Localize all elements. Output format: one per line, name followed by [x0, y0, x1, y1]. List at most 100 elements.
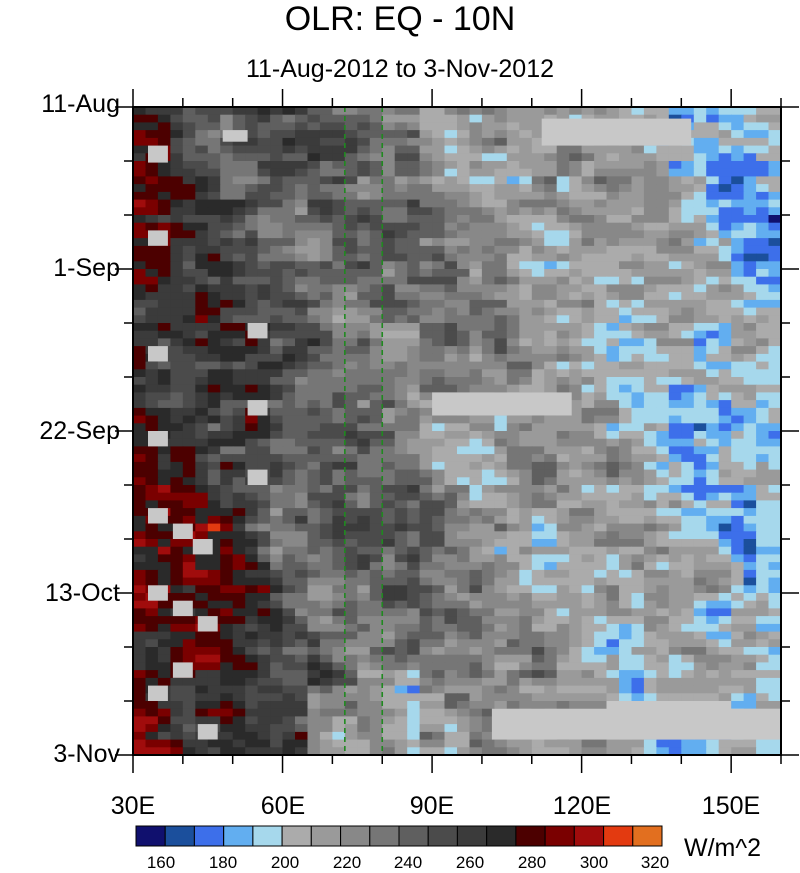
olr-cell: [382, 631, 396, 640]
olr-cell: [469, 639, 483, 648]
olr-cell: [207, 508, 221, 517]
olr-cell: [556, 299, 570, 309]
olr-cell: [295, 554, 309, 563]
olr-cell: [693, 230, 707, 239]
olr-cell: [419, 701, 433, 710]
olr-cell: [207, 107, 221, 116]
olr-cell: [631, 585, 645, 594]
olr-cell: [631, 454, 645, 463]
olr-cell: [469, 485, 483, 494]
olr-cell: [332, 647, 346, 656]
x-tick-label: 30E: [110, 792, 156, 820]
olr-cell: [668, 415, 682, 424]
olr-cell: [469, 215, 483, 224]
olr-cell: [145, 107, 159, 116]
olr-cell: [444, 176, 458, 185]
olr-cell: [394, 654, 408, 663]
olr-cell: [257, 623, 271, 633]
olr-cell: [544, 577, 558, 586]
olr-cell: [706, 161, 720, 170]
olr-cell: [506, 461, 520, 471]
olr-cell: [182, 423, 196, 432]
olr-cell: [531, 569, 545, 579]
olr-cell: [469, 708, 483, 717]
olr-cell: [444, 492, 458, 501]
olr-cell: [569, 261, 583, 270]
olr-cell: [481, 577, 495, 586]
olr-cell: [494, 469, 508, 478]
olr-cell: [693, 654, 707, 663]
olr-cell: [282, 616, 296, 625]
olr-cell: [432, 593, 446, 602]
olr-cell: [606, 338, 620, 347]
olr-cell: [656, 608, 670, 617]
olr-cell: [506, 346, 520, 355]
olr-cell: [245, 199, 259, 208]
olr-cell: [581, 639, 595, 648]
olr-cell: [731, 238, 745, 247]
olr-cell: [706, 392, 720, 401]
olr-cell: [295, 531, 309, 540]
olr-cell: [344, 191, 358, 201]
olr-cell: [693, 400, 707, 409]
olr-cell: [270, 461, 284, 471]
olr-cell: [407, 616, 421, 625]
olr-cell: [743, 654, 757, 663]
olr-cell: [556, 253, 570, 262]
olr-cell: [407, 508, 421, 517]
olr-cell: [282, 377, 296, 386]
olr-cell: [332, 261, 346, 270]
olr-cell: [382, 431, 396, 440]
olr-cell: [245, 307, 259, 316]
olr-cell: [207, 454, 221, 463]
olr-cell: [157, 662, 171, 671]
olr-cell: [581, 600, 595, 609]
olr-cell: [581, 562, 595, 571]
olr-cell: [369, 153, 383, 162]
olr-cell: [332, 461, 346, 471]
olr-cell: [544, 469, 558, 478]
olr-cell: [643, 562, 657, 571]
olr-cell: [357, 392, 371, 401]
olr-cell: [432, 176, 446, 185]
olr-cell: [444, 593, 458, 602]
olr-cell: [419, 207, 433, 216]
olr-cell: [457, 184, 471, 193]
olr-cell: [743, 477, 757, 486]
olr-cell: [419, 284, 433, 293]
olr-cell: [718, 423, 732, 432]
olr-cell: [257, 731, 271, 741]
olr-cell: [506, 539, 520, 548]
olr-cell: [307, 253, 321, 262]
olr-cell: [195, 577, 209, 586]
olr-cell: [195, 400, 209, 409]
olr-cell: [469, 199, 483, 208]
olr-cell: [506, 284, 520, 293]
olr-cell: [133, 353, 147, 363]
olr-cell: [245, 685, 259, 694]
olr-cell: [619, 662, 633, 671]
olr-cell: [332, 253, 346, 262]
olr-cell: [282, 122, 296, 131]
olr-cell: [743, 130, 757, 139]
olr-cell: [145, 299, 159, 309]
olr-cell: [768, 230, 782, 239]
missing-data-block: [197, 616, 218, 632]
olr-cell: [619, 161, 633, 170]
olr-cell: [681, 693, 695, 702]
olr-cell: [656, 184, 670, 193]
olr-cell: [668, 438, 682, 447]
olr-cell: [257, 454, 271, 463]
olr-cell: [444, 253, 458, 262]
olr-cell: [133, 546, 147, 555]
olr-cell: [419, 531, 433, 540]
olr-cell: [207, 670, 221, 679]
olr-cell: [457, 423, 471, 432]
olr-cell: [220, 446, 234, 455]
olr-cell: [681, 639, 695, 648]
olr-cell: [394, 593, 408, 602]
olr-cell: [257, 593, 271, 602]
olr-cell: [319, 238, 333, 247]
olr-cell: [519, 377, 533, 386]
olr-cell: [519, 608, 533, 617]
